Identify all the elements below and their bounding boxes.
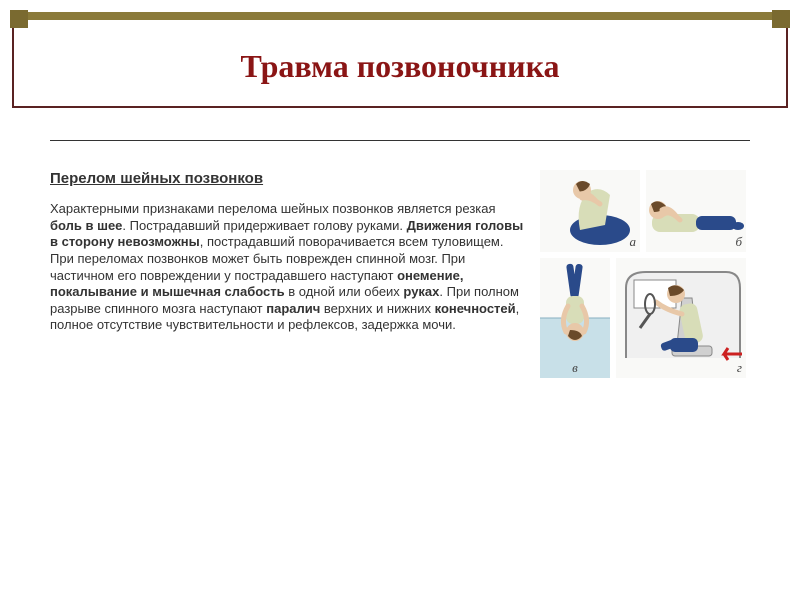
caption-v: в [540, 360, 610, 376]
illustration-column: а б в г [540, 170, 750, 378]
illustration-a: а [540, 170, 640, 252]
body-paragraph: Характерными признаками перелома шейных … [50, 201, 530, 334]
illustration-b: б [646, 170, 746, 252]
illustration-v: в [540, 258, 610, 378]
page-title: Травма позвоночника [12, 48, 788, 85]
horizontal-divider [50, 140, 750, 141]
title-frame: Травма позвоночника [12, 12, 788, 108]
caption-g: г [737, 360, 742, 376]
corner-square-right [772, 10, 790, 28]
caption-b: б [735, 234, 742, 250]
illustration-g: г [616, 258, 746, 378]
text-column: Перелом шейных позвонков Характерными пр… [50, 170, 530, 378]
section-subtitle: Перелом шейных позвонков [50, 170, 530, 187]
caption-a: а [630, 234, 637, 250]
content-area: Перелом шейных позвонков Характерными пр… [50, 170, 750, 378]
illustration-row-2: в г [540, 258, 750, 378]
illustration-row-1: а б [540, 170, 750, 252]
corner-square-left [10, 10, 28, 28]
